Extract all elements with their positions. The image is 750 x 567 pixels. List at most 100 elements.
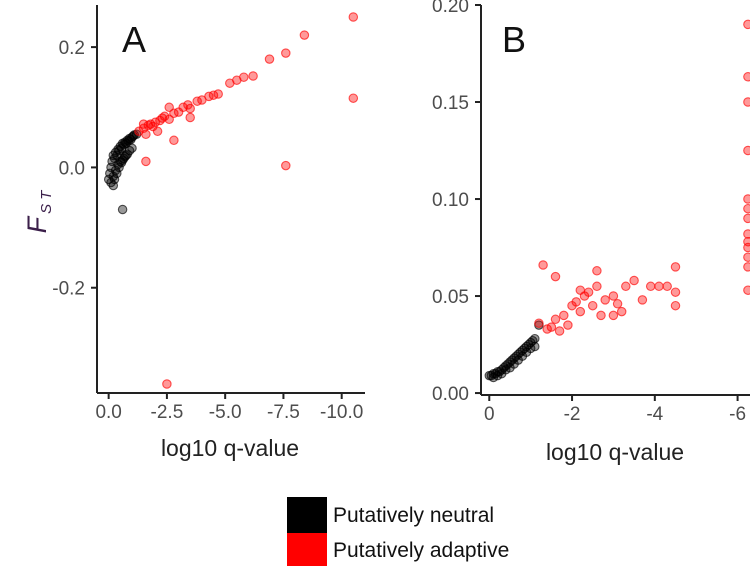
panel-a-adaptive-point-31 (141, 156, 151, 167)
panel-a-adaptive-point-27 (299, 30, 310, 40)
panel-a-adaptive-point-37 (164, 102, 174, 113)
panel-a-y-tick-label-1: 0.0 (59, 158, 85, 179)
panel-b-points (484, 19, 750, 383)
panel-b-adaptive-point-28 (670, 300, 681, 311)
panel-b-neutral-point-33 (517, 351, 528, 361)
panel-b-adaptive-point-26 (670, 262, 681, 272)
panel-a-adaptive-point-30 (281, 160, 291, 171)
y-axis-title: FST (22, 187, 55, 234)
panel-b-adaptive-point-31 (550, 271, 561, 282)
panel-b-adaptive-point-13 (587, 300, 598, 311)
panel-b-adaptive-point-29 (608, 310, 619, 321)
panel-b-adaptive-point-43 (743, 252, 750, 262)
panel-b-adaptive-point-9 (571, 297, 581, 307)
panel-a-adaptive-point-28 (348, 12, 359, 22)
panel-b-adaptive-point-16 (596, 310, 606, 321)
panel-a-points (103, 12, 359, 389)
panel-a-adaptive-point-25 (264, 54, 275, 64)
panel-a-adaptive-point-24 (248, 71, 258, 81)
panel-a-y-tick-label-0: -0.2 (52, 279, 85, 300)
panel-b-adaptive-point-25 (662, 281, 672, 292)
panel-b-adaptive-point-19 (616, 306, 627, 317)
panel-b-adaptive-point-3 (546, 322, 557, 332)
legend: Putatively neutral Putatively adaptive (287, 497, 509, 566)
panel-a-x-tick-label-0: 0.0 (95, 402, 121, 423)
y-axis-title-sub: ST (38, 187, 55, 214)
panel-b-x-tick-label-1: -2 (564, 404, 581, 425)
panel-b-adaptive-point-15 (592, 266, 602, 276)
panel-b-adaptive-point-6 (559, 310, 569, 321)
panel-b-adaptive-point-22 (637, 295, 648, 305)
panel-b-adaptive-point-39 (743, 213, 750, 224)
panel-a-adaptive-point-34 (162, 379, 172, 389)
panel-a-neutral-point-33 (127, 143, 137, 153)
panel-b-adaptive-point-17 (600, 295, 610, 305)
panel-b-neutral-point-31 (501, 365, 511, 375)
panel-b-x-title: log10 q-value (546, 439, 684, 465)
panel-a-ticks: 0.0 -2.5 -5.0 -7.5 -10.0 -0.2 0.0 0.2 (52, 38, 363, 423)
panel-b-adaptive-point-18 (608, 291, 619, 301)
panel-b-x-tick-label-3: -6 (729, 404, 746, 425)
panel-a-neutral-point-40 (108, 180, 119, 191)
panel-a-adaptive-point-35 (152, 126, 163, 137)
panel-b-adaptive-point-36 (743, 145, 750, 156)
panel-b-adaptive-point-21 (629, 275, 639, 286)
panel-b-adaptive-point-12 (583, 287, 594, 297)
panel-b-x-tick-label-2: -4 (646, 404, 663, 425)
panel-b-y-tick-label-0: 0.00 (432, 384, 469, 405)
panel-a-neutral-point-41 (117, 204, 128, 215)
panel-a-x-title: log10 q-value (161, 435, 299, 461)
panel-b-adaptive-point-1 (538, 260, 548, 270)
legend-label-neutral: Putatively neutral (333, 504, 494, 527)
panel-b-neutral-point-22 (530, 333, 540, 344)
panel-b-adaptive-point-20 (621, 281, 631, 292)
panel-a-x-tick-label-4: -10.0 (320, 402, 363, 423)
panel-b: 0 -2 -4 -6 0.00 0.05 0.10 0.15 0.20 B log10 q-va… (432, 0, 750, 465)
panel-a-adaptive-point-23 (239, 72, 249, 82)
panel-b-adaptive-point-34 (743, 72, 750, 82)
panel-b-x-tick-label-0: 0 (484, 404, 495, 425)
panel-b-adaptive-point-24 (654, 281, 664, 292)
panel-a-adaptive-point-20 (213, 89, 223, 99)
panel-b-adaptive-point-4 (550, 314, 561, 325)
panel-b-adaptive-point-40 (743, 229, 750, 239)
legend-swatch-neutral (287, 497, 327, 533)
panel-a-x-tick-label-1: -2.5 (151, 402, 184, 423)
panel-a-adaptive-point-2 (141, 129, 151, 140)
panel-b-adaptive-point-44 (743, 262, 750, 272)
panel-b-y-tick-label-1: 0.05 (432, 287, 469, 308)
panel-b-adaptive-point-32 (575, 285, 586, 295)
panel-b-adaptive-point-14 (592, 281, 602, 292)
panel-a-adaptive-point-33 (185, 112, 195, 123)
panel-a-adaptive-point-13 (178, 102, 188, 113)
panel-b-neutral-point-30 (492, 370, 503, 381)
panel-a-letter: A (122, 19, 146, 60)
panel-b-neutral-point-32 (509, 359, 519, 369)
panel-a-x-tick-label-3: -7.5 (267, 402, 300, 423)
panel-a-x-tick-label-2: -5.0 (209, 402, 242, 423)
panel-a-adaptive-point-26 (281, 48, 291, 58)
panel-b-adaptive-point-35 (743, 97, 750, 107)
panel-b-adaptive-point-23 (645, 281, 656, 292)
panel-a-adaptive-point-29 (348, 93, 359, 103)
y-axis-title-main: F (22, 215, 52, 233)
panel-a: 0.0 -2.5 -5.0 -7.5 -10.0 -0.2 0.0 0.2 A log10 q… (52, 5, 365, 461)
panel-b-adaptive-point-45 (743, 285, 750, 295)
panel-b-adaptive-point-38 (743, 203, 750, 214)
panel-b-y-tick-label-4: 0.20 (432, 0, 469, 17)
legend-swatch-adaptive (287, 533, 327, 566)
panel-b-adaptive-point-7 (563, 320, 573, 330)
panel-a-neutral-point-36 (114, 162, 124, 173)
panel-a-neutral-point-39 (121, 150, 131, 161)
panel-a-y-tick-label-2: 0.2 (59, 38, 85, 59)
panel-b-neutral-point-34 (525, 343, 536, 354)
legend-label-adaptive: Putatively adaptive (333, 539, 509, 562)
panel-b-adaptive-point-37 (743, 194, 750, 204)
panel-b-adaptive-point-42 (743, 242, 750, 253)
panel-b-ticks: 0 -2 -4 -6 0.00 0.05 0.10 0.15 0.20 (432, 0, 746, 425)
panel-b-letter: B (502, 19, 526, 60)
panel-b-adaptive-point-5 (554, 326, 565, 336)
panel-b-adaptive-point-0 (534, 318, 544, 328)
panel-b-y-tick-label-3: 0.15 (432, 93, 469, 114)
